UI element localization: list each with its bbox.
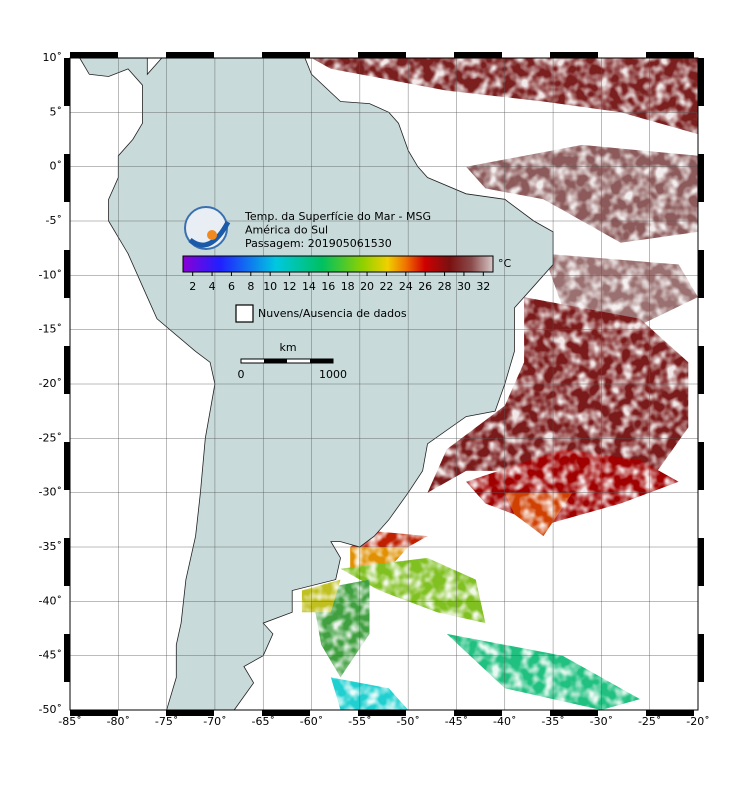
lat-tick-label: 0˚ [50,160,63,173]
colorbar-label: 16 [321,280,335,293]
lon-tick-label: -45˚ [445,715,468,728]
lon-tick-label: -30˚ [590,715,613,728]
colorbar-label: 10 [263,280,277,293]
lon-tick-label: -35˚ [541,715,564,728]
colorbar-label: 28 [438,280,452,293]
lon-tick-label: -75˚ [155,715,178,728]
title-line: Temp. da Superfície do Mar - MSG [244,210,431,223]
lat-tick-label: -50˚ [39,703,62,716]
scale-end: 1000 [319,368,347,381]
title-line: Passagem: 201905061530 [245,237,392,250]
lat-tick-label: -45˚ [39,649,62,662]
lat-tick-label: 10˚ [43,51,63,64]
lat-tick-label: -5˚ [46,214,62,227]
title-line: América do Sul [245,224,328,237]
labels: -85˚ -80˚ -75˚ -70˚ -65˚ -60˚ -55˚ -50˚ -45˚ -40˚… [39,51,710,728]
colorbar-label: 30 [457,280,471,293]
lat-tick-label: -10˚ [39,268,62,281]
logo-arrow [188,220,231,248]
lat-tick-label: -25˚ [39,431,62,444]
legend-swatch [235,304,254,323]
lon-tick-label: -70˚ [203,715,226,728]
lon-tick-label: -65˚ [251,715,274,728]
colorbar-label: 26 [418,280,432,293]
lat-tick-label: -35˚ [39,540,62,553]
lon-tick-label: -25˚ [638,715,661,728]
lat-tick-label: -30˚ [39,486,62,499]
lon-tick-label: -40˚ [493,715,516,728]
lat-tick-label: -15˚ [39,323,62,336]
scale-unit: km [279,341,296,354]
colorbar-label: 32 [476,280,490,293]
map-area [70,58,698,710]
colorbar-label: 6 [228,280,235,293]
colorbar-label: 8 [247,280,254,293]
scale-start: 0 [238,368,245,381]
lon-tick-label: -80˚ [107,715,130,728]
colorbar-label: 2 [189,280,196,293]
colorbar-label: 20 [360,280,374,293]
colorbar-unit: °C [498,257,512,270]
lon-tick-label: -85˚ [58,715,81,728]
scale-bar-fill [310,359,333,363]
colorbar-label: 14 [302,280,316,293]
colorbar [182,255,494,273]
colorbar-label: 22 [379,280,393,293]
lon-tick-label: -60˚ [300,715,323,728]
lat-tick-label: -20˚ [39,377,62,390]
scale-bar-fill [264,359,287,363]
lat-tick-label: 5˚ [50,105,63,118]
lon-tick-label: -50˚ [396,715,419,728]
colorbar-label: 12 [283,280,297,293]
colorbar-label: 24 [399,280,413,293]
logo-dot [207,230,217,240]
lon-tick-label: -20˚ [686,715,709,728]
colorbar-label: 4 [209,280,216,293]
legend-label: Nuvens/Ausencia de dados [258,307,407,320]
lat-tick-label: -40˚ [39,594,62,607]
colorbar-label: 18 [341,280,355,293]
lon-tick-label: -55˚ [348,715,371,728]
